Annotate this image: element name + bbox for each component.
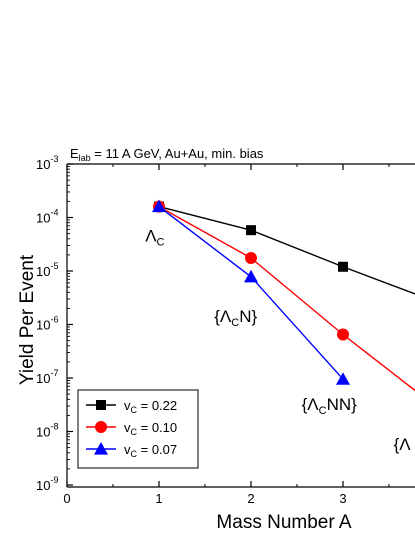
data-point [246,225,256,236]
data-point [244,269,258,283]
y-tick-label: 10-4 [36,208,58,226]
legend-entry: vC = 0.07 [86,442,177,459]
series-2 [152,199,350,385]
y-tick-label: 10-6 [36,315,58,333]
series-group [152,199,415,392]
legend-label: vC = 0.22 [124,398,177,415]
x-tick-label: 1 [155,491,162,506]
data-point [338,261,348,272]
y-tick-label: 10-8 [36,422,58,440]
data-point [152,199,166,213]
annotation-lambda-c-nn: {ΛCNN} [302,395,358,417]
series-line [158,205,415,295]
x-tick-label: 2 [247,491,254,506]
x-axis-title: Mass Number A [216,512,351,533]
x-tick-label: 0 [63,491,70,506]
annotation-lambda-c-nnn: {Λ [394,435,412,454]
chart-title-text: Elab = 11 A GeV, Au+Au, min. bias [70,146,264,163]
annotation-lambda-c-n: {ΛCN} [214,307,257,329]
annotations: ΛC {ΛCN} {ΛCNN} {Λ [145,227,411,455]
legend: vC = 0.22 vC = 0.10 vC = 0.07 [77,389,199,469]
x-axis: 0 1 2 3 [63,164,390,506]
legend-label: vC = 0.07 [124,442,177,459]
annotation-lambda-c: ΛC [145,227,164,249]
data-point [245,251,257,264]
chart-title: Elab = 11 A GeV, Au+Au, min. bias [70,146,264,163]
x-tick-label: 3 [339,491,346,506]
legend-entry: vC = 0.10 [86,420,177,437]
legend-entry: vC = 0.22 [86,398,177,415]
legend-marker [94,442,108,455]
data-point [337,328,349,341]
series-0 [154,201,415,295]
series-line [158,205,415,392]
legend-marker [96,400,106,410]
y-tick-label: 10-3 [36,154,58,172]
data-point [336,372,350,385]
y-axis-title: Yield Per Event [17,254,38,385]
y-tick-label: 10-9 [36,475,58,493]
y-tick-label: 10-5 [36,261,58,279]
legend-label: vC = 0.10 [124,420,177,437]
y-axis: 10-3 10-4 10-5 10-6 10-7 10-8 10-9 [36,154,73,493]
y-tick-label: 10-7 [36,368,58,386]
legend-marker [95,421,107,433]
